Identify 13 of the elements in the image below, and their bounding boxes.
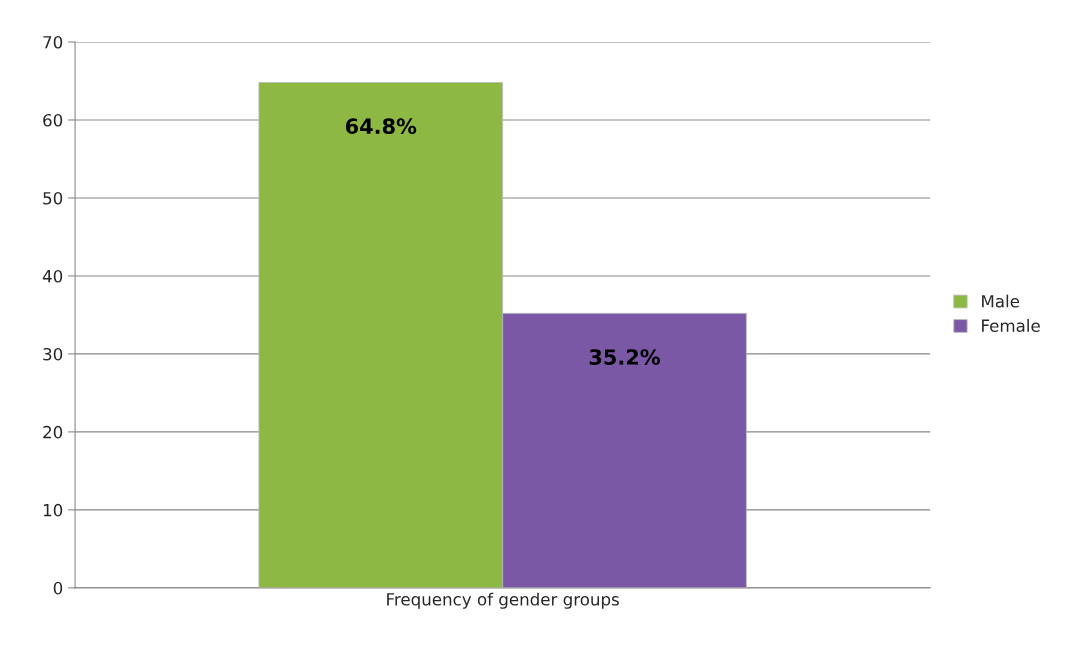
y-tick-label: 60 — [43, 113, 63, 127]
y-tick-label: 40 — [42, 269, 63, 283]
y-tick-label: 30 — [43, 347, 63, 361]
x-tick-label: Frequency of gender groups — [387, 592, 619, 609]
legend-label: Male — [982, 294, 1020, 308]
data-label: 35.2% — [589, 349, 660, 365]
data-label: 64.8% — [345, 118, 417, 135]
y-tick-label: 0 — [53, 581, 63, 595]
y-tick-label: 10 — [43, 503, 63, 517]
y-tick-label: 70 — [43, 35, 63, 49]
legend-label: Female — [982, 319, 1040, 332]
y-tick-label: 50 — [43, 191, 63, 205]
y-tick-label: 20 — [43, 425, 63, 439]
